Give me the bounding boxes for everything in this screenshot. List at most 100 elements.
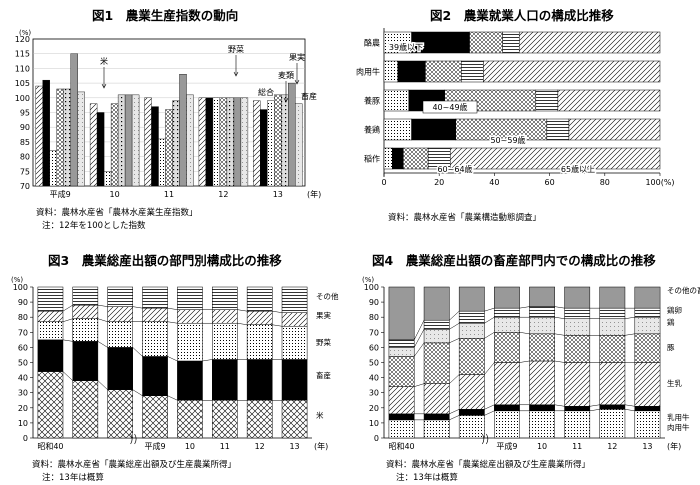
fig1-bar xyxy=(77,91,85,187)
fig1-annotation-label: 米 xyxy=(100,56,108,66)
fig2-bar-segment xyxy=(557,89,661,112)
fig4-connector-line xyxy=(449,323,460,330)
fig3-bar-segment xyxy=(107,347,133,390)
fig3-ylabel: (%) xyxy=(11,276,23,284)
fig4-ytick-label: 80 xyxy=(369,313,379,322)
fig3-bar-segment xyxy=(107,389,133,439)
fig4-bar-segment xyxy=(599,335,626,363)
fig4-bar-segment xyxy=(458,338,485,375)
fig4-bar-segment xyxy=(423,319,450,330)
fig4-bar-segment xyxy=(599,409,626,439)
fig3-bar-segment xyxy=(107,286,133,307)
fig3-ytick-label: 80 xyxy=(18,313,28,322)
fig4-xtick-label: 13 xyxy=(642,442,652,451)
fig4-connector-line xyxy=(554,404,565,407)
fig1-ytick-label: 90 xyxy=(20,123,30,132)
fig3-connector-line xyxy=(62,371,73,381)
fig3-ytick-label: 30 xyxy=(18,389,28,398)
fig3-bar-segment xyxy=(37,310,64,322)
fig4-connector-line xyxy=(624,316,635,319)
fig4-bar-segment xyxy=(599,404,626,410)
fig4-bar-segment xyxy=(529,360,555,406)
fig4-connector-line xyxy=(519,332,530,335)
fig3-ytick-label: 10 xyxy=(18,419,28,428)
fig2-xtick-label: 100(%) xyxy=(645,178,674,187)
fig3-bar-segment xyxy=(281,359,308,401)
fig4-bar-segment xyxy=(423,419,450,439)
fig4-bar-segment xyxy=(529,306,555,318)
fig3-connector-line xyxy=(132,347,143,357)
fig3-bar-segment xyxy=(142,321,168,357)
fig2-xtick-label: 80 xyxy=(600,178,610,187)
fig3-bar-segment xyxy=(37,339,64,372)
fig4-bar-segment xyxy=(494,332,520,363)
fig4-connector-line xyxy=(449,409,460,415)
fig4-bar-segment xyxy=(634,316,661,335)
fig4-connector-line xyxy=(484,404,495,410)
fig1-ytick-label: 110 xyxy=(15,64,30,73)
fig3-xtick-label: 平成9 xyxy=(145,441,166,451)
fig3-xlabel: (年) xyxy=(314,441,328,451)
fig3-bar-segment xyxy=(212,286,238,310)
fig2-label-box xyxy=(422,100,478,114)
fig3-bar-segment xyxy=(177,360,203,401)
fig4-bar-segment xyxy=(458,415,485,439)
fig4-xtick-label: 12 xyxy=(607,442,617,451)
fig1-ytick-label: 75 xyxy=(20,167,30,176)
fig1-bar xyxy=(35,85,43,187)
fig1-bar xyxy=(226,97,235,187)
fig2-bar-segment xyxy=(383,147,393,170)
fig1-xtick-label: 11 xyxy=(164,190,174,199)
fig4-segment-label: 生乳 xyxy=(667,378,682,388)
fig4-ytick-label: 20 xyxy=(369,404,379,413)
fig3-axis-break xyxy=(130,433,137,445)
fig4-connector-line xyxy=(519,360,530,363)
fig2-bar-segment xyxy=(546,118,570,141)
fig3-ytick-label: 90 xyxy=(18,298,28,307)
fig1-bar xyxy=(144,97,152,187)
fig4-bar-segment xyxy=(634,410,661,439)
fig2-source: 資料：農林水産省「農業構造動態調査」 xyxy=(388,213,542,223)
fig1-ylabel: (%) xyxy=(19,29,31,37)
fig1-bar xyxy=(172,100,180,187)
fig3-connector-line xyxy=(132,306,143,309)
fig1-bar xyxy=(96,112,105,187)
fig3-bar-segment xyxy=(281,326,308,360)
fig3-bar-segment xyxy=(107,306,133,322)
fig2-bar-segment xyxy=(392,147,404,170)
fig4-title: 図4 農業総産出額の畜産部門内での構成比の推移 xyxy=(372,253,656,268)
fig4-bar-segment xyxy=(494,307,520,318)
fig2-bar-segment xyxy=(383,89,410,112)
fig1-bar xyxy=(240,97,249,187)
fig2-bar-segment xyxy=(483,60,661,83)
fig4-bar-segment xyxy=(634,406,661,412)
fig3-ytick-label: 20 xyxy=(18,404,28,413)
fig4-connector-line xyxy=(624,404,635,407)
fig3-bar-segment xyxy=(246,286,273,312)
fig1-bar xyxy=(198,97,207,187)
fig1-xtick-label: 12 xyxy=(218,190,228,199)
fig1-bar xyxy=(274,94,282,187)
fig3-connector-line xyxy=(272,310,283,313)
fig2-bar-segment xyxy=(461,60,484,83)
fig3-bar-segment xyxy=(177,286,203,310)
fig3-segment-label: その他 xyxy=(316,291,339,301)
fig1-ytick-label: 70 xyxy=(20,182,30,191)
fig3-note: 注：13年は概算 xyxy=(42,473,104,483)
fig1-title: 図1 農業生産指数の動向 xyxy=(92,8,239,23)
fig3-segment-label: 米 xyxy=(316,410,324,420)
fig3-bar-segment xyxy=(212,309,238,324)
fig2-age-label: 60~64歳 xyxy=(437,164,472,174)
fig4-ytick-label: 100 xyxy=(364,283,379,292)
fig3-bar-segment xyxy=(212,322,238,360)
fig1-bar xyxy=(42,79,50,187)
fig2-category-label: 酪農 xyxy=(364,38,380,48)
fig3-bar-segment xyxy=(142,395,168,439)
fig1-ytick-label: 105 xyxy=(15,79,30,88)
fig1-note: 注：12年を100とした指数 xyxy=(42,221,146,231)
fig4-bar-segment xyxy=(564,410,591,439)
fig4-connector-line xyxy=(554,316,565,319)
fig1-bar xyxy=(151,106,159,187)
fig1-ytick-label: 100 xyxy=(15,94,30,103)
fig3-bar-segment xyxy=(281,286,308,313)
